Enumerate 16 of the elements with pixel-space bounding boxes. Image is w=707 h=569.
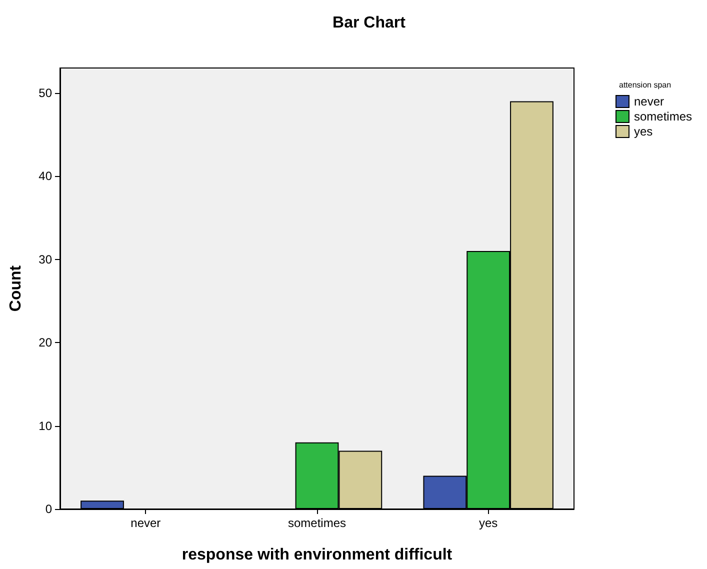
y-axis-title: Count: [8, 264, 24, 312]
y-tick-label: 20: [38, 336, 52, 350]
legend-label: never: [634, 94, 664, 108]
y-tick-label: 10: [38, 418, 52, 433]
x-tick-label: yes: [478, 516, 498, 530]
y-tick-label: 50: [38, 86, 52, 100]
legend-title: attension span: [619, 80, 672, 90]
x-axis-title: response with environment difficult: [182, 546, 453, 564]
chart-title: Bar Chart: [332, 14, 406, 32]
legend-label: yes: [634, 124, 653, 138]
x-tick-label: sometimes: [288, 516, 346, 530]
y-tick-label: 30: [38, 252, 52, 266]
y-tick-label: 40: [38, 169, 52, 184]
legend-label: sometimes: [634, 110, 692, 124]
y-tick-label: 0: [45, 502, 52, 516]
x-tick-label: never: [130, 516, 161, 530]
